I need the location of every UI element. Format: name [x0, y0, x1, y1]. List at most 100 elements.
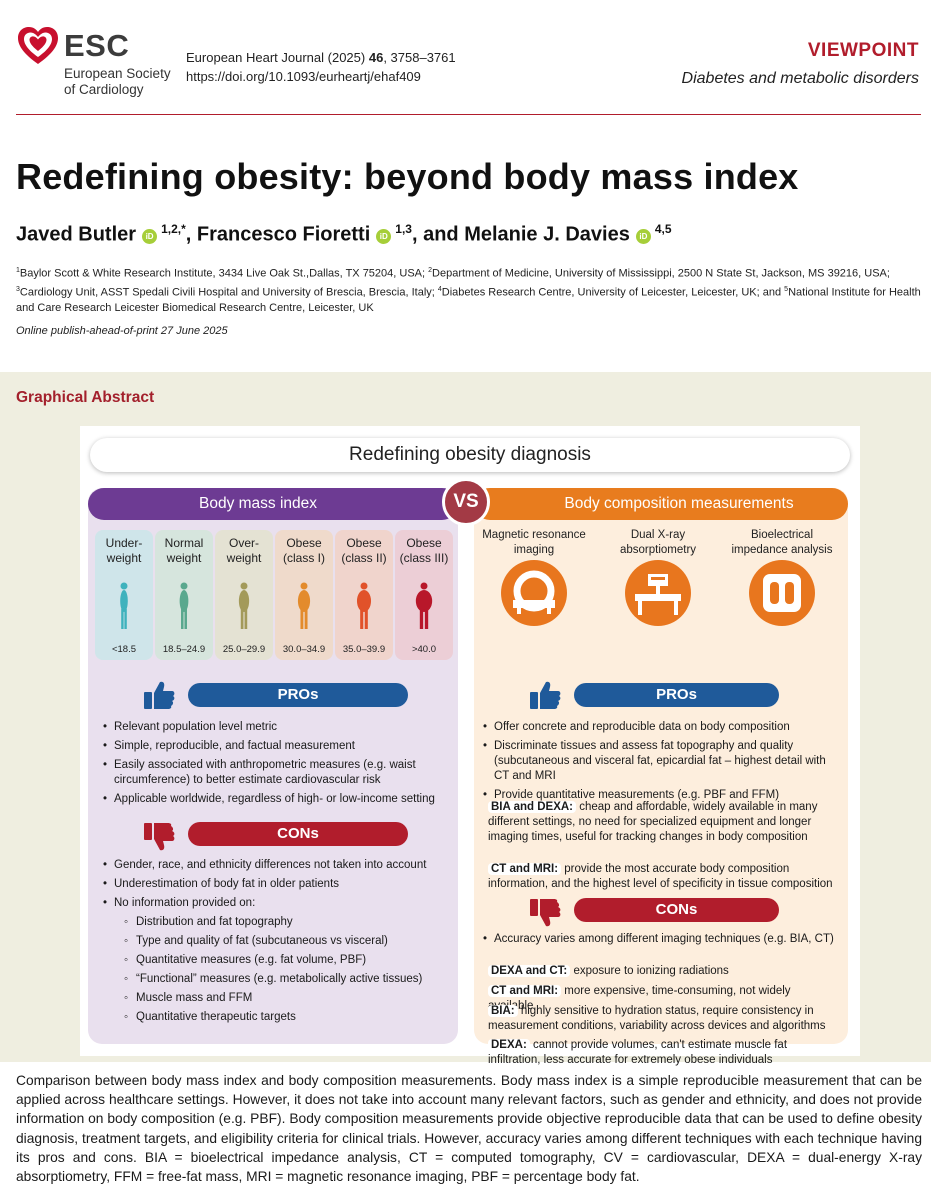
bmi-category-name: Normal weight — [164, 536, 204, 565]
bmi-category-card: Over-weight 25.0–29.9 — [215, 530, 273, 660]
pro-item: Offer concrete and reproducible data on … — [482, 720, 838, 735]
bmi-category-card: Obese (class II) 35.0–39.9 — [335, 530, 393, 660]
article-category: Diabetes and metabolic disorders — [681, 70, 919, 87]
thumbs-up-icon — [530, 681, 561, 709]
missing-information-item: “Functional” measures (e.g. metabolicall… — [114, 972, 447, 987]
missing-information-list: Distribution and fat topography Type and … — [114, 915, 447, 1025]
cons-banner: CONs — [188, 822, 408, 846]
bmi-category-card: Obese (class I) 30.0–34.9 — [275, 530, 333, 660]
person-silhouette-icon — [238, 582, 250, 629]
bmi-category-range: 25.0–29.9 — [222, 644, 266, 655]
missing-information-item: Distribution and fat topography — [114, 915, 447, 930]
affiliations: 1Baylor Scott & White Research Institute… — [16, 267, 921, 315]
bmi-category-name: Under-weight — [105, 536, 143, 565]
bmi-heading: Body mass index — [88, 488, 458, 520]
bmi-category-name: Obese (class II) — [341, 536, 387, 565]
technique-note-text: cannot provide volumes, can't estimate m… — [488, 1039, 788, 1066]
technique-note: DEXA: cannot provide volumes, can't esti… — [488, 1038, 838, 1068]
author-name[interactable]: Javed Butler — [16, 223, 137, 246]
author-name[interactable]: Francesco Fioretti — [196, 223, 371, 246]
technique-tag: CT and MRI: — [488, 985, 562, 997]
bmi-category-range: >40.0 — [411, 644, 437, 655]
pros-banner: PROs — [574, 683, 779, 707]
esc-heart-logo-icon — [18, 27, 58, 64]
technique-note: CT and MRI: provide the most accurate bo… — [488, 862, 838, 892]
doi-link[interactable]: https://doi.org/10.1093/eurheartj/ehaf40… — [186, 69, 421, 84]
page-header: ESC European Society of Cardiology Europ… — [0, 0, 931, 120]
mri-scanner-icon — [501, 560, 567, 626]
technique-note: BIA: highly sensitive to hydration statu… — [488, 1004, 838, 1034]
graphical-abstract-figure: Redefining obesity diagnosis VS Body mas… — [80, 426, 860, 1066]
technique-tag: BIA: — [488, 1005, 518, 1017]
bmi-pros-list: Relevant population level metric Simple, … — [102, 720, 447, 811]
pro-item: Discriminate tissues and assess fat topo… — [482, 739, 838, 784]
esc-logo-subtitle: European Society of Cardiology — [64, 66, 171, 97]
body-composition-cons-list: Accuracy varies among different imaging … — [482, 932, 838, 951]
pro-item: Relevant population level metric — [102, 720, 447, 735]
article-title: Redefining obesity: beyond body mass ind… — [16, 156, 799, 197]
missing-information-item: Quantitative therapeutic targets — [114, 1010, 447, 1025]
bmi-category-range: 35.0–39.9 — [342, 644, 386, 655]
technique-note-text: exposure to ionizing radiations — [570, 965, 729, 977]
pros-banner: PROs — [188, 683, 408, 707]
thumbs-up-icon — [144, 681, 175, 709]
body-composition-column: Body composition measurements Magnetic r… — [474, 488, 848, 1066]
bmi-category-card: Obese (class III) >40.0 — [395, 530, 453, 660]
technique-tag: BIA and DEXA: — [488, 801, 576, 813]
graphical-abstract-panel: Graphical Abstract Redefining obesity di… — [0, 372, 931, 1066]
bmi-category-name: Over-weight — [226, 536, 262, 565]
person-silhouette-icon — [297, 582, 311, 629]
pro-item: Applicable worldwide, regardless of high… — [102, 792, 447, 807]
con-item: Gender, race, and ethnicity differences … — [102, 858, 447, 873]
pro-item: Easily associated with anthropometric me… — [102, 758, 447, 788]
graphical-abstract-label: Graphical Abstract — [16, 389, 155, 406]
thumbs-down-icon — [144, 823, 175, 851]
pro-item: Simple, reproducible, and factual measur… — [102, 739, 447, 754]
vs-badge: VS — [442, 478, 490, 526]
person-silhouette-icon — [415, 582, 433, 629]
body-composition-heading: Body composition measurements — [474, 488, 848, 520]
bmi-category-card: Under-weight <18.5 — [95, 530, 153, 660]
bia-scale-icon — [749, 560, 815, 626]
header-divider — [16, 114, 921, 115]
bmi-category-card: Normal weight 18.5–24.9 — [155, 530, 213, 660]
esc-logo-text: ESC — [64, 28, 130, 63]
con-item: Underestimation of body fat in older pat… — [102, 877, 447, 892]
pro-item: Provide quantitative measurements (e.g. … — [482, 788, 838, 803]
figure-caption: Comparison between body mass index and b… — [16, 1073, 922, 1185]
technique-note-text: provide the most accurate body compositi… — [488, 863, 833, 890]
orcid-icon[interactable]: iD — [635, 228, 651, 244]
technique-note: CT and MRI: more expensive, time-consumi… — [488, 984, 838, 1014]
bmi-cons-list: Gender, race, and ethnicity differences … — [102, 858, 447, 1029]
technique-label-bia: Bioelectrical impedance analysis — [731, 529, 833, 556]
publication-date: Online publish-ahead-of-print 27 June 20… — [16, 325, 228, 337]
orcid-icon[interactable]: iD — [142, 228, 158, 244]
person-silhouette-icon — [179, 582, 189, 629]
author-list: Javed Butler iD1,2,*, Francesco Fioretti i… — [16, 222, 672, 246]
technique-note-text: cheap and affordable, widely available i… — [488, 801, 818, 843]
technique-note: DEXA and CT: exposure to ionizing radiat… — [488, 964, 838, 979]
author-name[interactable]: and Melanie J. Davies — [423, 223, 630, 246]
con-item: Accuracy varies among different imaging … — [482, 932, 838, 947]
technique-label-mri: Magnetic resonance imaging — [482, 529, 586, 556]
technique-tag: DEXA and CT: — [488, 965, 571, 977]
bmi-category-range: <18.5 — [111, 644, 137, 655]
technique-label-dexa: Dual X-ray absorptiometry — [619, 529, 697, 556]
dexa-table-icon — [625, 560, 691, 626]
bmi-category-range: 30.0–34.9 — [282, 644, 326, 655]
technique-tag: DEXA: — [488, 1039, 530, 1051]
person-silhouette-icon — [356, 582, 372, 629]
orcid-icon[interactable]: iD — [376, 228, 392, 244]
missing-information-item: Type and quality of fat (subcutaneous vs… — [114, 934, 447, 949]
figure-title: Redefining obesity diagnosis — [90, 438, 850, 472]
cons-banner: CONs — [574, 898, 779, 922]
body-composition-pros-list: Offer concrete and reproducible data on … — [482, 720, 838, 807]
technique-tag: CT and MRI: — [488, 863, 562, 875]
thumbs-down-icon — [530, 899, 561, 927]
bmi-category-name: Obese (class I) — [283, 536, 325, 565]
person-silhouette-icon — [120, 582, 128, 629]
bmi-category-range: 18.5–24.9 — [162, 644, 206, 655]
missing-information-item: Muscle mass and FFM — [114, 991, 447, 1006]
bmi-column: Body mass index Under-weight <18.5 Normal … — [88, 488, 458, 1044]
technique-note: BIA and DEXA: cheap and affordable, wide… — [488, 800, 838, 845]
